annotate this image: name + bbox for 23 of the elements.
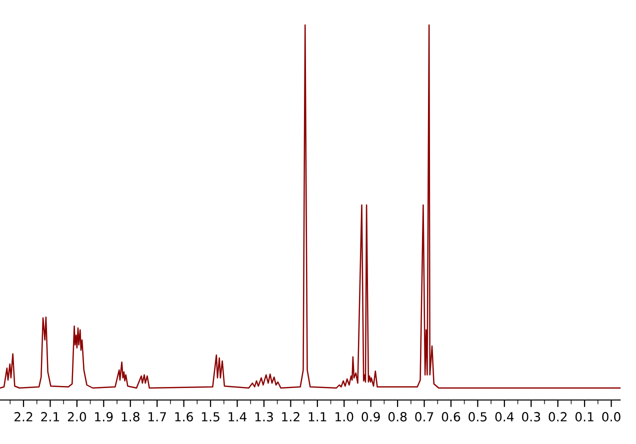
x-tick-label: 1.5 <box>202 412 220 422</box>
x-tick-label: 0.8 <box>388 412 407 422</box>
x-tick-label: 1.2 <box>282 412 300 422</box>
x-tick-label: 2.1 <box>41 412 60 422</box>
x-tick-label: 1.1 <box>308 412 326 422</box>
x-tick-label: 0.1 <box>575 412 594 422</box>
x-tick-label: 0.6 <box>442 412 460 422</box>
x-tick-label: 1.4 <box>228 412 246 422</box>
x-tick-label: 0.2 <box>548 412 567 422</box>
x-tick-label: 1.6 <box>175 412 193 422</box>
x-tick-label: 1.0 <box>336 412 354 422</box>
x-tick-label: 0.7 <box>415 412 434 422</box>
x-tick-label: 2.0 <box>68 412 86 422</box>
x-tick-label: 1.9 <box>95 412 113 422</box>
x-tick-label: 0.0 <box>602 412 620 422</box>
x-tick-label: 0.5 <box>468 412 487 422</box>
x-tick-label: 0.4 <box>495 412 514 422</box>
x-tick-label: 1.3 <box>255 412 273 422</box>
x-tick-label: 0.3 <box>522 412 540 422</box>
x-tick-label: 2.2 <box>14 412 32 422</box>
x-tick-label: 1.7 <box>148 412 166 422</box>
x-tick-label: 1.8 <box>122 412 140 422</box>
x-tick-label: 0.9 <box>362 412 380 422</box>
